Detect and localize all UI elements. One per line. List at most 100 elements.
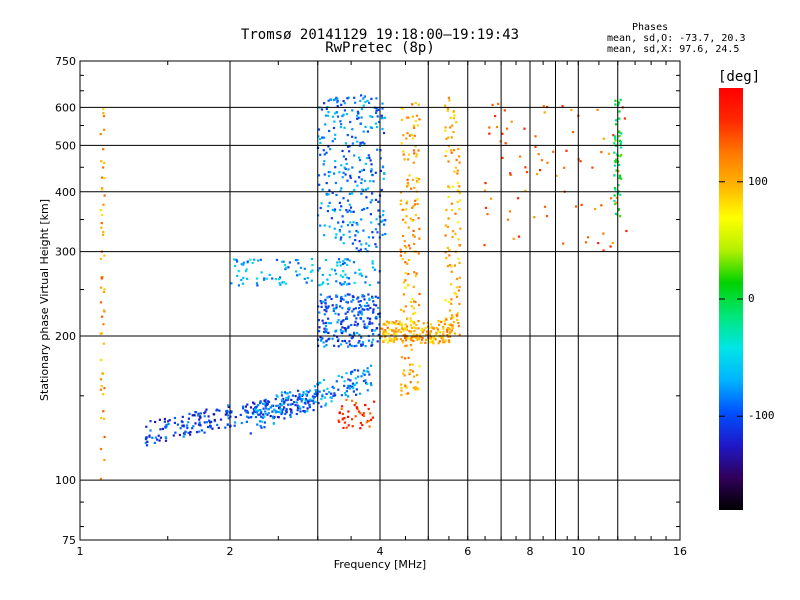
echo-point [333, 172, 336, 175]
echo-point [353, 345, 356, 348]
echo-point [323, 345, 326, 348]
echo-point [456, 200, 459, 204]
echo-point [192, 414, 196, 417]
y-tick-label: 100 [55, 474, 76, 487]
y-tick-label: 200 [55, 330, 76, 343]
echo-point [363, 179, 366, 182]
echo-point [406, 336, 409, 339]
echo-point [340, 205, 343, 208]
echo-point [348, 145, 351, 148]
echo-point [392, 341, 395, 344]
echo-point [328, 189, 331, 192]
echo-point [444, 154, 447, 158]
echo-point [611, 241, 614, 244]
echo-point [613, 151, 616, 154]
echo-point [341, 115, 344, 118]
echo-point [418, 333, 421, 336]
echo-point [392, 339, 395, 342]
echo-point [317, 135, 320, 138]
echo-point [360, 243, 363, 246]
echo-point [343, 281, 346, 284]
echo-point [455, 158, 458, 162]
echo-point [414, 385, 417, 388]
echo-point [247, 416, 250, 419]
echo-point [203, 431, 206, 434]
echo-point [372, 310, 375, 313]
echo-point [343, 421, 346, 424]
echo-point [362, 372, 365, 375]
echo-point [339, 305, 342, 308]
echo-point [390, 339, 393, 342]
echo-point [246, 409, 249, 413]
echo-point [451, 209, 454, 212]
echo-point [263, 426, 266, 429]
echo-point [366, 157, 369, 160]
colorbar-unit: [deg] [718, 69, 761, 85]
echo-point [446, 330, 449, 333]
echo-point [426, 333, 429, 336]
echo-point [382, 339, 385, 342]
echo-point [259, 402, 262, 405]
echo-point [376, 115, 379, 118]
echo-point [325, 344, 328, 347]
echo-point [351, 399, 354, 402]
echo-point [353, 188, 356, 192]
echo-point [245, 268, 248, 271]
echo-point [447, 195, 450, 199]
echo-point [273, 408, 276, 411]
echo-point [445, 150, 448, 153]
echo-point [614, 203, 617, 206]
echo-point [383, 223, 386, 226]
echo-point [196, 414, 200, 417]
echo-point [452, 117, 455, 120]
echo-point [409, 320, 412, 323]
echo-point [302, 409, 305, 413]
echo-point [409, 344, 412, 347]
echo-point [359, 141, 362, 145]
echo-point [618, 163, 621, 167]
echo-point [254, 406, 258, 409]
echo-point [294, 259, 298, 262]
echo-point [312, 397, 315, 400]
echo-point [432, 336, 435, 339]
echo-point [613, 142, 616, 145]
echo-point [376, 340, 379, 343]
echo-point [358, 273, 361, 276]
echo-point [615, 158, 618, 162]
echo-point [313, 385, 317, 388]
echo-point [343, 166, 346, 169]
echo-point [305, 390, 308, 393]
y-tick-label: 75 [62, 534, 76, 547]
echo-point [374, 228, 377, 231]
echo-point [242, 261, 245, 264]
echo-point [296, 404, 299, 407]
echo-point [323, 313, 326, 316]
echo-point [320, 202, 323, 205]
echo-point [364, 188, 368, 191]
echo-point [242, 263, 245, 266]
echo-point [422, 329, 426, 332]
echo-point [354, 234, 357, 237]
echo-point [215, 408, 218, 411]
echo-point [397, 330, 400, 333]
echo-point [489, 197, 493, 200]
y-tick-label: 300 [55, 246, 76, 259]
echo-point [283, 263, 286, 267]
y-tick-label: 600 [55, 101, 76, 114]
echo-point [264, 401, 267, 404]
echo-point [416, 124, 420, 127]
echo-point [295, 401, 298, 404]
echo-point [387, 332, 390, 335]
echo-point [351, 310, 354, 313]
echo-point [346, 293, 349, 296]
echo-point [355, 393, 358, 396]
echo-point [375, 109, 378, 112]
echo-point [335, 280, 338, 283]
echo-point [618, 174, 621, 177]
echo-point [375, 315, 378, 319]
echo-point [408, 330, 411, 333]
echo-point [279, 408, 282, 411]
echo-point [451, 235, 454, 239]
echo-point [261, 416, 264, 419]
echo-point [301, 393, 304, 396]
